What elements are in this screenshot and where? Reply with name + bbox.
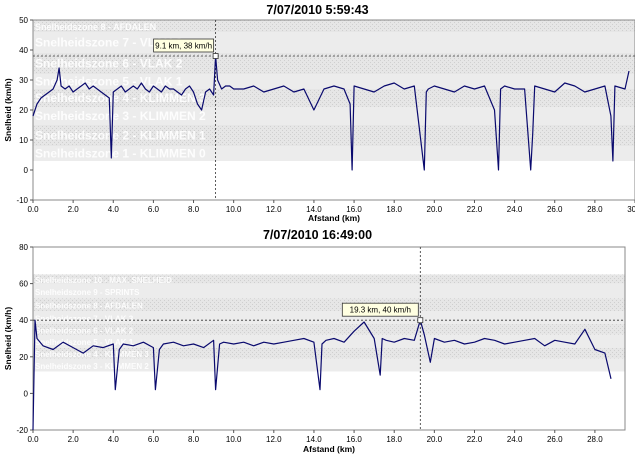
x-tick-label: 24.0 (507, 435, 523, 444)
plot-frame (32, 246, 626, 431)
y-axis-title: Snelheid (km/h) (3, 78, 13, 141)
cursor-tooltip (341, 302, 419, 317)
cursor-marker (417, 317, 424, 324)
speed-chart-1: Snelheidszone 8 - AFDALEN Snelheidszone 7… (3, 16, 635, 223)
y-tick-label: 0 (24, 389, 29, 398)
x-tick-label: 20.0 (427, 435, 443, 444)
zone-band (33, 274, 625, 284)
zone-band (33, 323, 625, 335)
y-tick-label: 80 (19, 243, 28, 252)
y-tick-label: 0 (24, 166, 29, 175)
x-tick-label: 18.0 (386, 205, 402, 214)
x-tick-label: 0.0 (27, 435, 39, 444)
x-tick-label: 24.0 (507, 205, 523, 214)
x-tick-label: 6.0 (148, 435, 160, 444)
x-axis-title: Afstand (km) (303, 444, 355, 454)
speed-chart-2: Snelheidszone 10 - MAX. SNELHEID Snelheid… (3, 243, 626, 454)
zone-band (33, 107, 635, 125)
cursor-tooltip-label: 19.3 km, 40 km/h (350, 306, 411, 315)
x-tick-label: 0.0 (27, 205, 39, 214)
zone-band (33, 146, 635, 161)
zone-label: Snelheidszone 4 - KLIMMEN 3 (35, 91, 206, 105)
zone-label: Snelheidszone 5 - VLAK 1 (35, 338, 134, 347)
zone-band (33, 347, 625, 359)
zone-label: Snelheidszone 10 - MAX. SNELHEID (35, 276, 172, 285)
x-tick-label: 28.0 (587, 205, 603, 214)
zone-label: Snelheidszone 3 - KLIMMEN 2 (35, 362, 149, 371)
zone-band (33, 125, 635, 146)
x-tick-label: 2.0 (68, 435, 80, 444)
zone-label: Snelheidszone 4 - KLIMMEN 3 (35, 350, 149, 359)
y-tick-label: 20 (19, 353, 28, 362)
zone-label: Snelheidszone 3 - KLIMMEN 2 (35, 109, 206, 123)
series-line (32, 319, 612, 431)
zone-label: Snelheidszone 2 - KLIMMEN 1 (35, 129, 206, 143)
zone-band (33, 89, 635, 107)
y-tick-label: -20 (16, 426, 28, 435)
zone-label: Snelheidszone 8 - AFDALEN (35, 22, 156, 32)
zone-label: Snelheidszone 6 - VLAK 2 (35, 57, 183, 71)
y-tick-label: 30 (19, 76, 28, 85)
x-tick-label: 28.0 (587, 435, 603, 444)
series-line (32, 55, 630, 171)
y-tick-label: 20 (19, 106, 28, 115)
y-tick-label: 40 (19, 46, 28, 55)
x-tick-label: 12.0 (266, 205, 282, 214)
x-tick-label: 10.0 (226, 435, 242, 444)
y-tick-label: 50 (19, 16, 28, 25)
x-tick-label: 18.0 (386, 435, 402, 444)
x-tick-label: 16.0 (346, 435, 362, 444)
x-tick-label: 22.0 (467, 435, 483, 444)
zone-label: Snelheidszone 6 - VLAK 2 (35, 326, 134, 335)
x-axis-title: Afstand (km) (308, 213, 360, 223)
zone-band (33, 358, 625, 372)
y-tick-label: 10 (19, 136, 28, 145)
x-tick-label: 20.0 (427, 205, 443, 214)
x-tick-label: 26.0 (547, 435, 563, 444)
zone-label: Snelheidszone 7 - VLAK 3 (35, 314, 134, 323)
cursor-marker (212, 53, 219, 59)
zone-band (33, 20, 635, 32)
y-tick-label: -10 (16, 196, 28, 205)
x-tick-label: 30.0 (627, 205, 635, 214)
x-tick-label: 14.0 (306, 435, 322, 444)
cursor-tooltip (153, 38, 215, 53)
x-tick-label: 8.0 (188, 205, 200, 214)
x-tick-label: 26.0 (547, 205, 563, 214)
chart-panel-2: 7/07/2010 16:49:00 Snelheidszone 10 - MA… (0, 228, 635, 457)
zone-label: Snelheidszone 9 - SPRINTS (35, 288, 140, 297)
x-tick-label: 10.0 (226, 205, 242, 214)
zone-label: Snelheidszone 8 - AFDALEN (35, 302, 143, 311)
x-tick-label: 22.0 (467, 205, 483, 214)
y-tick-label: 60 (19, 280, 28, 289)
zone-label: Snelheidszone 7 - VLAK 3 (35, 36, 183, 50)
x-tick-label: 2.0 (68, 205, 80, 214)
cursor-tooltip-label: 9.1 km, 38 km/h (155, 42, 212, 51)
zone-band (33, 53, 635, 74)
x-tick-label: 16.0 (346, 205, 362, 214)
chart-panel-1: 7/07/2010 5:59:43 Snelheidszone 8 - AFDA… (3, 3, 635, 223)
zone-band (33, 283, 625, 299)
x-tick-label: 4.0 (108, 205, 120, 214)
chart-title: 7/07/2010 16:49:00 (262, 228, 373, 242)
zone-label: Snelheidszone 1 - KLIMMEN 0 (35, 147, 206, 161)
x-tick-label: 6.0 (148, 205, 160, 214)
zone-band (33, 311, 625, 324)
y-axis-title: Snelheid (km/h) (3, 307, 13, 370)
zone-label: Snelheidszone 5 - VLAK 1 (35, 75, 183, 89)
zone-band (33, 298, 625, 312)
y-tick-label: 40 (19, 316, 28, 325)
zone-band (33, 74, 635, 89)
x-tick-label: 12.0 (266, 435, 282, 444)
x-tick-label: 8.0 (188, 435, 200, 444)
x-tick-label: 4.0 (108, 435, 120, 444)
x-tick-label: 14.0 (306, 205, 322, 214)
chart-title: 7/07/2010 5:59:43 (266, 3, 369, 17)
